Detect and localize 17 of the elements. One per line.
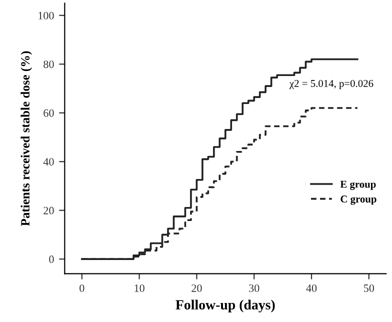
y-tick-label: 100 <box>38 12 54 20</box>
x-tick-label: 30 <box>249 284 260 292</box>
y-tick-label: 0 <box>49 256 54 264</box>
y-tick-label: 40 <box>43 158 54 166</box>
x-tick-label: 50 <box>364 284 374 292</box>
legend-label: C group <box>340 196 376 205</box>
annotation: χ2 = 5.014, p=0.026 <box>289 80 374 90</box>
x-tick-label: 0 <box>80 284 84 292</box>
y-tick-label: 80 <box>44 60 54 68</box>
x-tick-label: 20 <box>192 284 202 292</box>
y-tick-label: 60 <box>44 109 54 117</box>
x-axis-title: Follow-up (days) <box>176 300 275 312</box>
x-tick-label: 40 <box>306 284 317 292</box>
y-tick-label: 20 <box>44 206 54 214</box>
y-axis-title: Patients received stable dose (%) <box>20 51 32 226</box>
x-tick-label: 10 <box>134 284 144 292</box>
legend-label: E group <box>340 180 376 190</box>
